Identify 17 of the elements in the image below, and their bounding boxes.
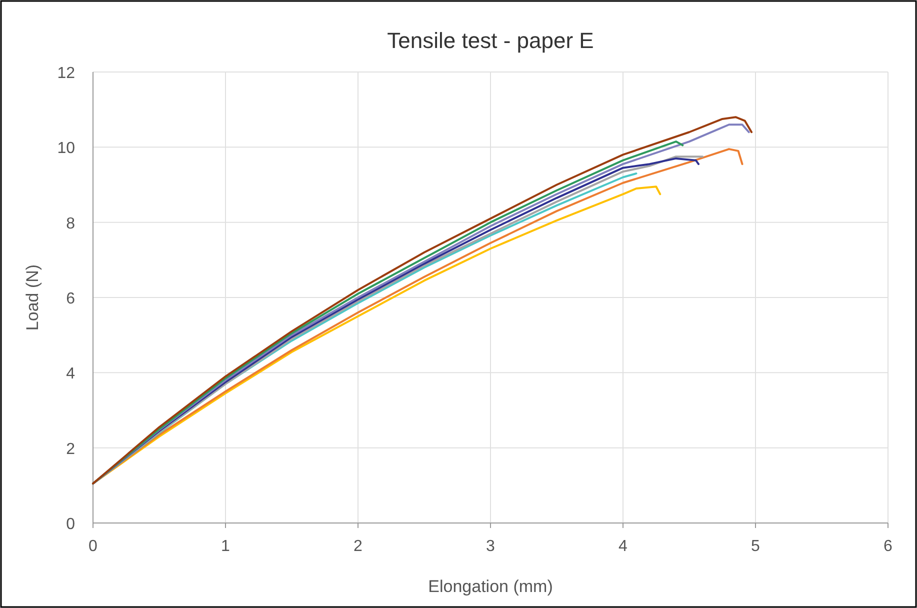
x-tick-label: 0 xyxy=(88,538,98,555)
y-tick-label: 4 xyxy=(66,366,76,383)
x-tick-label: 4 xyxy=(618,538,628,555)
y-tick-label: 10 xyxy=(57,140,76,158)
y-axis-title: Load (N) xyxy=(23,264,42,331)
y-tick-label: 8 xyxy=(66,215,76,232)
x-tick-label: 5 xyxy=(751,538,760,555)
y-tick-label: 0 xyxy=(66,516,76,533)
y-tick-label: 2 xyxy=(66,440,76,458)
x-tick-label: 1 xyxy=(221,538,230,555)
x-tick-label: 2 xyxy=(354,538,363,555)
x-tick-label: 3 xyxy=(486,538,496,555)
y-tick-label: 6 xyxy=(66,290,76,308)
x-axis-title: Elongation (mm) xyxy=(428,577,553,596)
x-tick-label: 6 xyxy=(884,538,893,555)
chart-title: Tensile test - paper E xyxy=(387,28,594,53)
y-tick-label: 12 xyxy=(57,65,76,82)
